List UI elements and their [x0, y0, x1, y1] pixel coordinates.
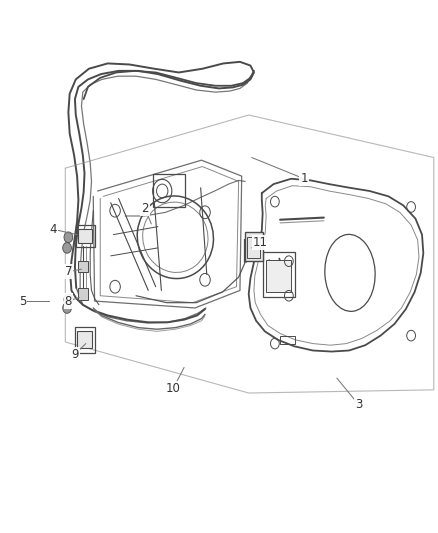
Circle shape: [63, 243, 71, 253]
FancyBboxPatch shape: [266, 260, 291, 292]
Text: 7: 7: [65, 265, 72, 278]
Text: 1: 1: [300, 172, 308, 185]
Text: 5: 5: [19, 295, 26, 308]
Text: 3: 3: [355, 398, 362, 411]
FancyBboxPatch shape: [78, 229, 92, 243]
Circle shape: [64, 232, 73, 243]
Text: 2: 2: [141, 201, 148, 214]
Text: 8: 8: [65, 295, 72, 308]
Text: 11: 11: [253, 236, 268, 249]
Text: 4: 4: [49, 223, 57, 236]
Text: 9: 9: [71, 348, 79, 361]
FancyBboxPatch shape: [78, 288, 88, 300]
Circle shape: [63, 303, 71, 313]
Text: 10: 10: [166, 382, 180, 395]
FancyBboxPatch shape: [245, 232, 263, 261]
FancyBboxPatch shape: [77, 331, 92, 348]
Circle shape: [64, 294, 73, 305]
FancyBboxPatch shape: [78, 261, 88, 272]
